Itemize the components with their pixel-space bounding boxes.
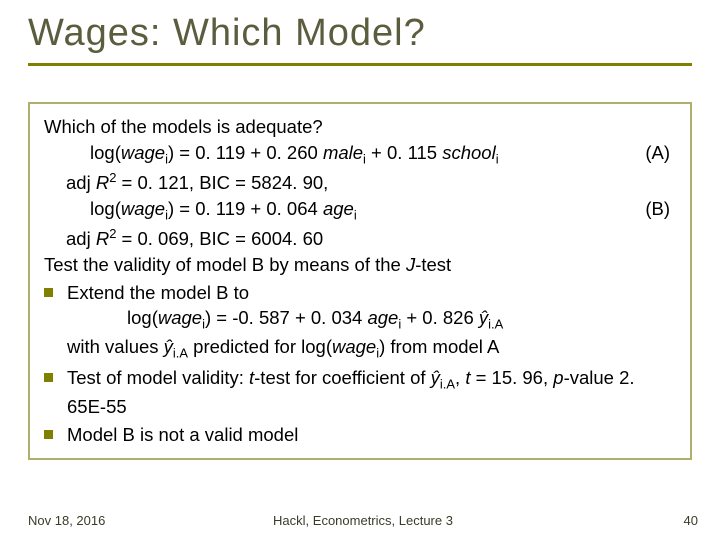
txt: log( (90, 198, 121, 219)
var-school: school (442, 142, 495, 163)
txt: with values (67, 336, 164, 357)
var-r: R (96, 228, 109, 249)
txt: = 0. 069, BIC = 6004. 60 (116, 228, 323, 249)
txt: log( (90, 142, 121, 163)
adj-b: adj R2 = 0. 069, BIC = 6004. 60 (44, 225, 676, 252)
txt: adj (66, 228, 96, 249)
var-wage: wage (158, 307, 202, 328)
txt: predicted for log( (188, 336, 332, 357)
equation-a: log(wagei) = 0. 119 + 0. 260 malei + 0. … (44, 140, 676, 169)
txt: + 0. 115 (366, 142, 442, 163)
var-yhat: ŷ (431, 367, 440, 388)
var-j: J (406, 254, 415, 275)
bullet-2: Test of model validity: t-test for coeff… (44, 365, 676, 420)
var-yhat: ŷ (164, 336, 173, 357)
equation-b: log(wagei) = 0. 119 + 0. 064 agei (B) (44, 196, 676, 225)
var-age: age (323, 198, 354, 219)
title-underline (28, 63, 692, 66)
var-wage: wage (121, 142, 165, 163)
txt: = 15. 96, (470, 367, 553, 388)
txt: -test (415, 254, 451, 275)
var-yhat: ŷ (479, 307, 488, 328)
bullet-2-text: Test of model validity: t-test for coeff… (67, 365, 676, 420)
content-box: Which of the models is adequate? log(wag… (28, 102, 692, 460)
txt: + 0. 826 (401, 307, 479, 328)
txt: ) = -0. 587 + 0. 034 (205, 307, 368, 328)
square-bullet-icon (44, 373, 53, 382)
sub-iA: i.A (173, 346, 188, 361)
txt: log( (127, 307, 158, 328)
txt: Test the validity of model B by means of… (44, 254, 406, 275)
var-male: male (323, 142, 363, 163)
bullet-1-text: Extend the model B to log(wagei) = -0. 5… (67, 280, 676, 364)
jtest-line: Test the validity of model B by means of… (44, 252, 676, 278)
var-p: p (553, 367, 563, 388)
txt: = 0. 121, BIC = 5824. 90, (116, 172, 328, 193)
footer: Nov 18, 2016 Hackl, Econometrics, Lectur… (28, 513, 698, 528)
bullet-3-text: Model B is not a valid model (67, 422, 676, 448)
txt: -test for coefficient of (254, 367, 431, 388)
sub-iA: i.A (488, 317, 503, 332)
var-wage: wage (332, 336, 376, 357)
footer-center: Hackl, Econometrics, Lecture 3 (28, 513, 698, 528)
var-wage: wage (121, 198, 165, 219)
sub-i: i (354, 207, 357, 222)
txt: , (455, 367, 465, 388)
txt: ) = 0. 119 + 0. 064 (168, 198, 323, 219)
b1-line1: Extend the model B to (67, 280, 676, 306)
square-bullet-icon (44, 288, 53, 297)
square-bullet-icon (44, 430, 53, 439)
b1-equation: log(wagei) = -0. 587 + 0. 034 agei + 0. … (67, 305, 676, 334)
sub-iA: i.A (440, 377, 455, 392)
b1-line3: with values ŷi.A predicted for log(wagei… (67, 334, 676, 363)
slide-title: Wages: Which Model? (28, 12, 692, 61)
question-line: Which of the models is adequate? (44, 114, 676, 140)
txt: adj (66, 172, 96, 193)
bullet-1: Extend the model B to log(wagei) = -0. 5… (44, 280, 676, 364)
slide: Wages: Which Model? Which of the models … (0, 0, 720, 540)
txt: ) = 0. 119 + 0. 260 (168, 142, 323, 163)
var-age: age (367, 307, 398, 328)
label-b: (B) (645, 196, 676, 222)
txt: Test of model validity: (67, 367, 249, 388)
label-a: (A) (645, 140, 676, 166)
txt: ) from model A (379, 336, 499, 357)
bullet-3: Model B is not a valid model (44, 422, 676, 448)
adj-a: adj R2 = 0. 121, BIC = 5824. 90, (44, 169, 676, 196)
var-r: R (96, 172, 109, 193)
sub-i: i (496, 152, 499, 167)
